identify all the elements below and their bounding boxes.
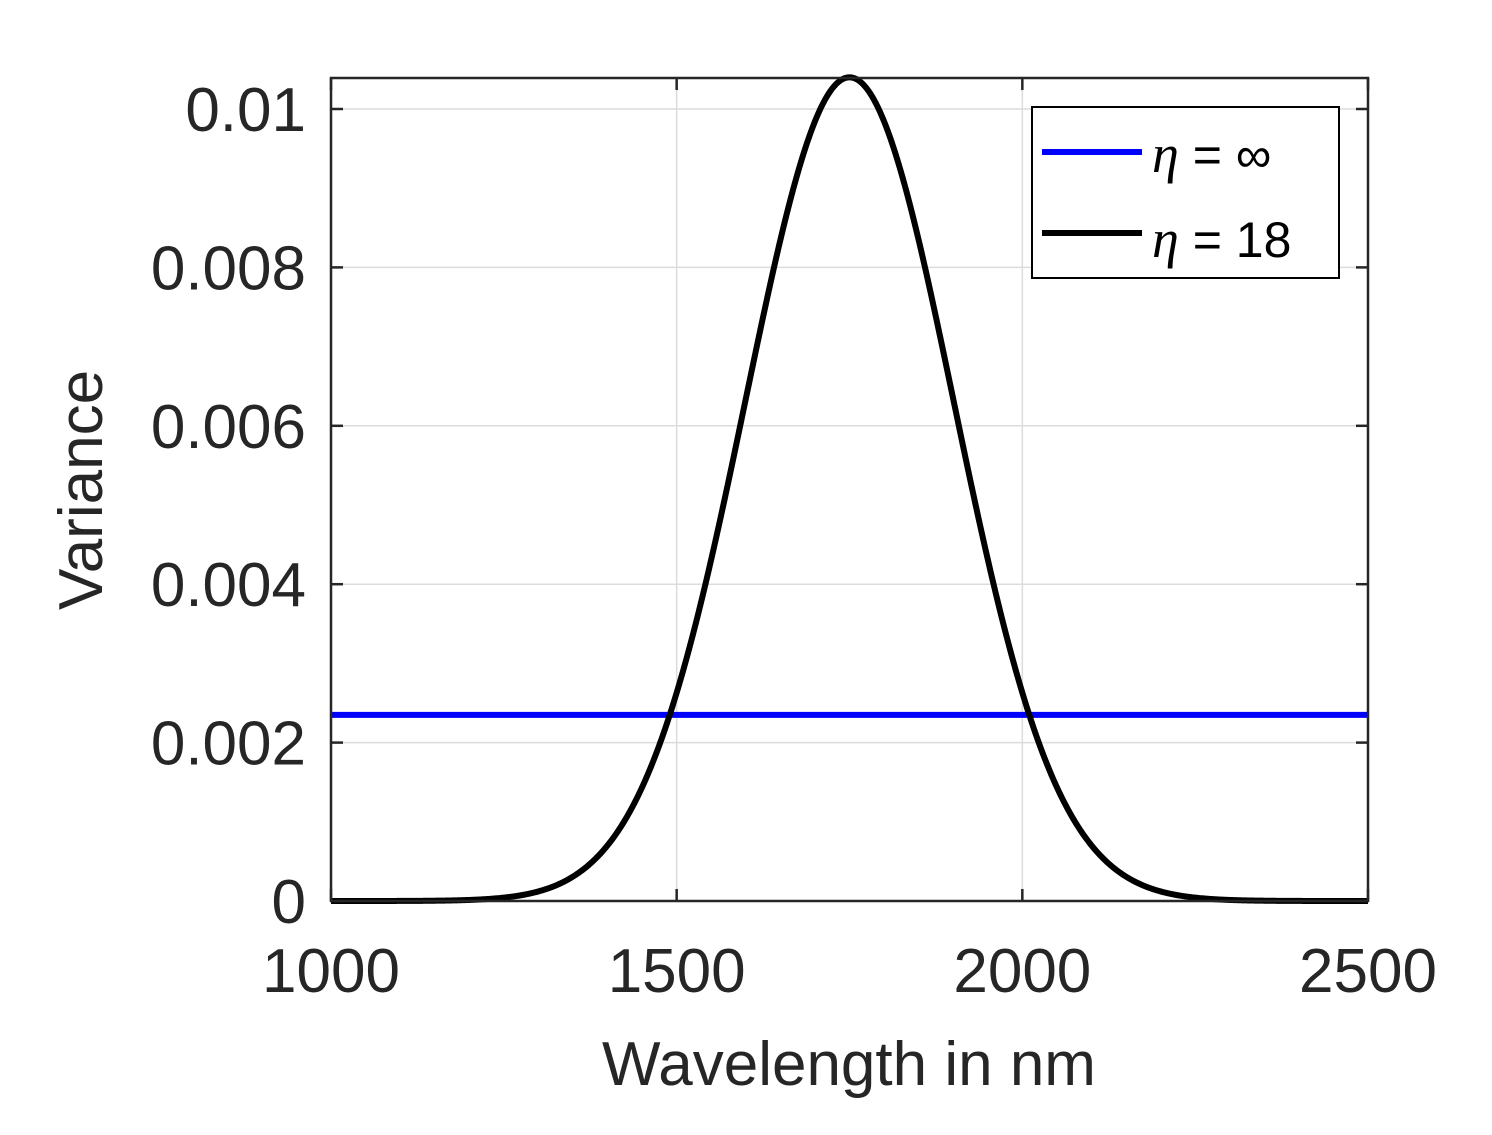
legend-text-18: = 18 [1179,212,1292,268]
y-tick-label: 0.008 [151,234,306,303]
tick-layer: 1000 1500 2000 2500 0 0.002 0.004 0.006 0.008 0.0… [151,76,1437,1006]
legend-box [1031,106,1340,279]
y-tick-label: 0.006 [151,393,306,462]
y-tick-label: 0 [272,868,306,937]
legend-label-eta-18: η = 18 [1152,209,1291,269]
y-tick-label: 0.004 [151,551,306,620]
y-tick-label: 0.002 [151,710,306,779]
legend-symbol-eta: η [1152,209,1179,269]
x-axis-label: Wavelength in nm [602,1030,1096,1099]
x-tick-label: 1000 [262,937,400,1006]
x-tick-label: 2500 [1299,937,1437,1006]
x-tick-label: 1500 [608,937,746,1006]
x-tick-label: 2000 [953,937,1091,1006]
y-axis-label: Variance [47,370,116,610]
legend-symbol-eta: η [1152,124,1179,184]
legend-label-eta-infinity: η = ∞ [1152,124,1271,184]
legend-text-infinity: = ∞ [1179,127,1272,183]
legend: η = ∞ η = 18 [1031,106,1340,279]
y-tick-label: 0.01 [185,76,306,145]
plot-area-frame [329,76,1370,903]
